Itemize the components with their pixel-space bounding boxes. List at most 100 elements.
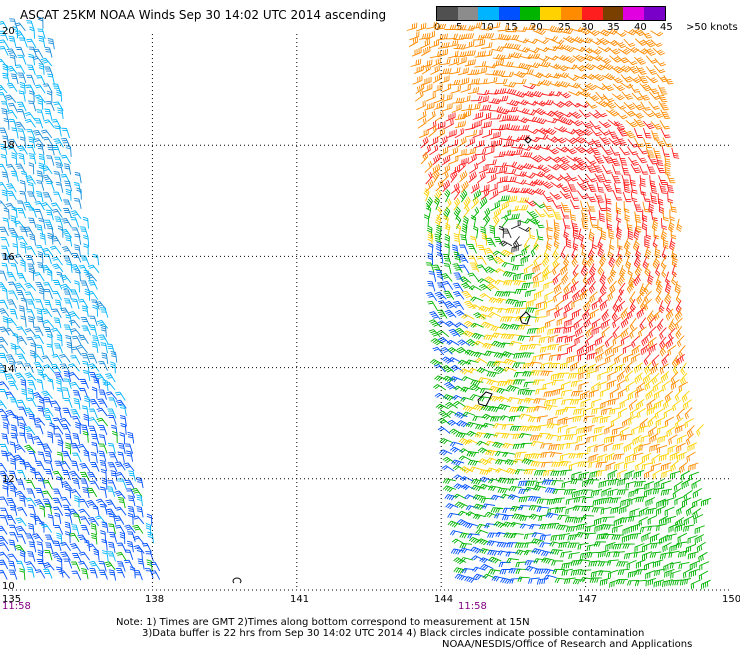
wind-barb <box>36 369 45 381</box>
wind-barb <box>470 182 480 194</box>
wind-barb <box>132 535 145 545</box>
wind-barb <box>692 488 703 499</box>
wind-barb <box>584 524 596 533</box>
wind-barb <box>612 543 625 550</box>
wind-barb <box>445 33 459 40</box>
wind-barb <box>523 187 537 195</box>
wind-barb <box>503 81 517 88</box>
wind-barb <box>601 487 612 497</box>
wind-barb <box>45 181 55 192</box>
wind-barb <box>487 183 498 193</box>
wind-barb <box>582 308 591 321</box>
wind-barb <box>15 517 27 527</box>
wind-barb <box>453 197 461 211</box>
wind-barb <box>136 476 144 489</box>
wind-barb <box>495 459 508 465</box>
wind-barb <box>644 246 652 260</box>
wind-barb <box>518 433 532 439</box>
wind-barb <box>536 56 550 62</box>
wind-barb <box>623 181 631 194</box>
wind-barb <box>674 317 683 330</box>
wind-barb <box>481 232 487 246</box>
wind-barb <box>691 479 701 490</box>
wind-barb <box>577 364 588 375</box>
wind-barb <box>525 128 539 135</box>
wind-barb <box>483 432 497 439</box>
wind-barb <box>6 82 18 92</box>
wind-barb <box>57 439 63 452</box>
wind-barb <box>670 460 679 472</box>
wind-barb <box>36 170 44 182</box>
wind-barb <box>460 476 474 482</box>
wind-barb <box>474 432 488 438</box>
wind-barb <box>19 241 27 254</box>
wind-barb <box>71 252 82 263</box>
wind-barb <box>24 118 36 128</box>
wind-barb <box>588 209 597 221</box>
wind-barb <box>529 155 543 163</box>
wind-barb <box>558 541 570 549</box>
wind-barb <box>488 385 503 393</box>
wind-barb <box>605 541 616 551</box>
wind-barb <box>587 444 598 453</box>
wind-barb <box>61 218 72 228</box>
wind-barb <box>52 497 63 508</box>
wind-barb <box>42 319 55 328</box>
wind-barb <box>599 136 611 145</box>
wind-barb <box>692 498 702 509</box>
wind-barb <box>0 551 10 561</box>
wind-barb <box>587 551 600 558</box>
lat-label-20: 20 <box>2 26 15 37</box>
wind-barb <box>443 263 452 275</box>
wind-barb <box>1 433 9 445</box>
wind-barb <box>486 467 500 473</box>
wind-barb <box>424 102 435 111</box>
wind-barb <box>0 542 10 552</box>
wind-barb <box>599 415 611 424</box>
wind-barb <box>15 490 27 500</box>
wind-barb <box>626 579 639 586</box>
wind-barb <box>74 171 82 184</box>
wind-barb <box>584 156 597 165</box>
wind-barb <box>600 388 611 398</box>
wind-barb <box>467 243 477 254</box>
wind-barb <box>668 327 676 341</box>
wind-barb <box>432 346 445 356</box>
wind-barb <box>535 388 547 395</box>
wind-barb <box>17 128 26 139</box>
wind-barb <box>453 557 467 565</box>
wind-barb <box>622 353 633 364</box>
wind-barb <box>601 73 616 81</box>
wind-barb <box>686 543 697 553</box>
wind-barb <box>542 110 556 117</box>
wind-barb <box>638 516 649 527</box>
wind-barb <box>0 515 9 526</box>
wind-barb <box>658 300 665 314</box>
wind-barb <box>29 26 36 39</box>
wind-barb <box>486 283 500 291</box>
wind-barb <box>469 162 479 174</box>
wind-barb <box>47 232 54 245</box>
wind-barb <box>28 268 35 281</box>
wind-barb <box>69 470 81 480</box>
wind-barb <box>0 408 9 418</box>
wind-barb <box>620 307 628 320</box>
wind-barb <box>100 342 108 354</box>
wind-barb <box>444 189 451 203</box>
wind-barb <box>581 515 594 521</box>
wind-barb <box>0 182 8 192</box>
legend-swatch <box>457 7 479 20</box>
lon-label-147: 147 <box>578 594 598 605</box>
wind-barb <box>664 568 675 578</box>
wind-barb <box>26 433 35 445</box>
wind-barb <box>621 417 632 428</box>
wind-barb <box>70 210 82 220</box>
wind-barb <box>76 344 88 354</box>
wind-barb <box>449 428 463 435</box>
wind-barb <box>439 135 448 147</box>
wind-barb <box>630 182 638 194</box>
wind-barb <box>683 515 694 526</box>
wind-barb <box>88 280 98 290</box>
wind-barb <box>540 99 554 106</box>
